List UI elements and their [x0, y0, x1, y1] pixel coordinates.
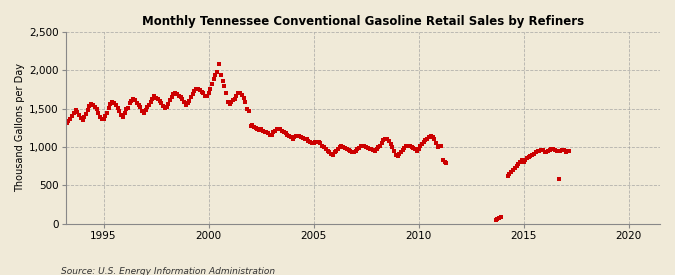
Y-axis label: Thousand Gallons per Day: Thousand Gallons per Day: [15, 63, 25, 192]
Title: Monthly Tennessee Conventional Gasoline Retail Sales by Refiners: Monthly Tennessee Conventional Gasoline …: [142, 15, 584, 28]
Text: Source: U.S. Energy Information Administration: Source: U.S. Energy Information Administ…: [61, 267, 275, 275]
